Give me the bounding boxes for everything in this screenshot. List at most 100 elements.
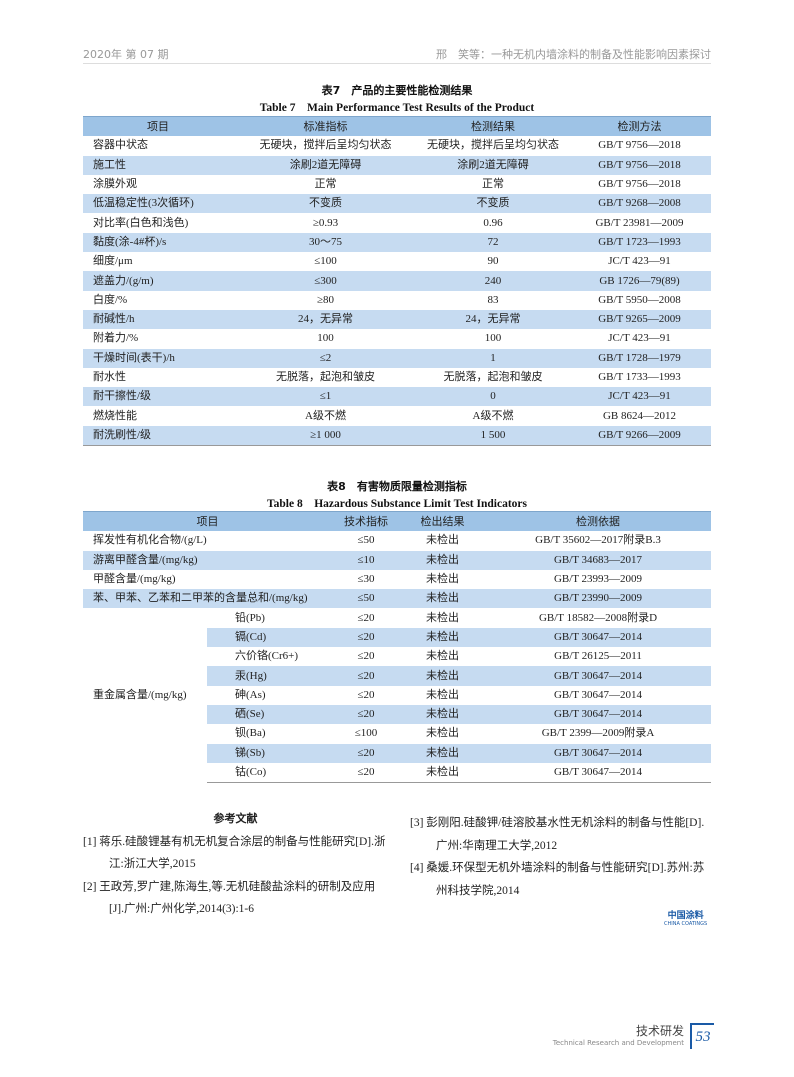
table-cell: GB/T 30647—2014	[485, 762, 711, 784]
table-cell: 游离甲醛含量/(mg/kg)	[93, 553, 198, 566]
table-cell: 钡(Ba)	[235, 727, 266, 740]
table-cell: 无脱落，起泡和皱皮	[276, 371, 375, 383]
table-cell: GB/T 30647—2014	[485, 666, 711, 686]
table-row: 钡(Ba) ≤100 未检出 GB/T 2399—2009附录A	[83, 724, 711, 743]
table-cell: GB/T 2399—2009附录A	[541, 727, 655, 740]
table-cell: 汞(Hg)	[207, 666, 332, 686]
table-row: 硒(Se) ≤20 未检出 GB/T 30647—2014	[83, 704, 711, 725]
table-cell: 苯、甲苯、乙苯和二甲苯的含量总和/(mg/kg)	[93, 592, 308, 605]
table-row: 干燥时间(表干)/h ≤2 1 GB/T 1728—1979	[83, 348, 711, 368]
running-header-issue: 2020年 第 07 期	[83, 48, 169, 61]
table-cell: A级不燃	[472, 409, 514, 422]
table-cell: 六价铬(Cr6+)	[235, 650, 299, 663]
column-header: 检测结果	[418, 116, 568, 137]
table-cell: ≤100	[314, 255, 337, 268]
page-number: 53	[690, 1023, 714, 1049]
table-cell: 未检出	[426, 553, 459, 566]
table-cell: 容器中状态	[93, 139, 148, 152]
reference-item: [2] 王政芳,罗广建,陈海生,等.无机硅酸盐涂料的研制及应用[J].广州:广州…	[83, 880, 376, 916]
table-cell: GB/T 5950—2008	[598, 293, 681, 306]
reference-item: [4] 桑媛.环保型无机外墙涂料的制备与性能研究[D].苏州:苏州科技学院,20…	[410, 862, 705, 897]
table-cell: JC/T 423—91	[608, 390, 671, 403]
heavy-metal-group-label: 重金属含量/(mg/kg)	[93, 689, 187, 702]
table-row: 钴(Co) ≤20 未检出 GB/T 30647—2014	[83, 762, 711, 784]
table-cell: ≤50	[357, 592, 375, 605]
table-cell: 未检出	[426, 534, 459, 547]
table-cell: ≤300	[314, 274, 337, 287]
table-cell: GB/T 26125—2011	[554, 650, 642, 663]
table-cell: 施工性	[93, 158, 126, 171]
table-row: 苯、甲苯、乙苯和二甲苯的含量总和/(mg/kg) ≤50 未检出 GB/T 23990…	[83, 589, 711, 609]
column-header: 检测依据	[485, 511, 711, 532]
table-cell: 涂刷2道无障碍	[289, 158, 362, 171]
column-header: 检测方法	[568, 116, 711, 137]
table-cell: GB/T 9268—2008	[598, 197, 681, 210]
table-row: 低温稳定性(3次循环) 不变质 不变质 GB/T 9268—2008	[83, 194, 711, 214]
table-row: 镉(Cd) ≤20 未检出 GB/T 30647—2014	[83, 627, 711, 648]
table-cell: 无硬块，搅拌后呈均匀状态	[259, 139, 392, 152]
table-row: 耐洗刷性/级 ≥1 000 1 500 GB/T 9266—2009	[83, 425, 711, 447]
table-cell: 耐干擦性/级	[93, 390, 152, 403]
table-cell: 挥发性有机化合物/(g/L)	[93, 534, 207, 547]
table-cell: 未检出	[426, 727, 459, 740]
table-cell: GB/T 9266—2009	[568, 425, 711, 447]
table-cell: 1 500	[418, 425, 568, 447]
table-row: 容器中状态 无硬块，搅拌后呈均匀状态 无硬块，搅拌后呈均匀状态 GB/T 9756—2…	[83, 136, 711, 155]
table-cell: 0.96	[483, 216, 503, 229]
table-cell: 耐水性	[93, 371, 126, 383]
table-cell: GB/T 1728—1979	[598, 351, 681, 364]
table-cell: GB/T 35602—2017附录B.3	[535, 534, 661, 547]
table-cell: 燃烧性能	[93, 409, 137, 422]
table-cell: 未检出	[400, 627, 485, 648]
table-cell: 不变质	[476, 197, 510, 210]
table-cell: 24，无异常	[465, 313, 521, 326]
table-cell: GB/T 1723—1993	[598, 235, 681, 248]
table-cell: ≤100	[354, 727, 378, 740]
table-cell: ≤20	[332, 666, 400, 686]
table-cell: 无硬块，搅拌后呈均匀状态	[427, 139, 559, 152]
table-cell: 附着力/%	[93, 332, 139, 345]
table-row: 砷(As) ≤20 未检出 GB/T 30647—2014	[83, 686, 711, 705]
table-cell: 细度/μm	[93, 255, 133, 268]
table-row: 锑(Sb) ≤20 未检出 GB/T 30647—2014	[83, 743, 711, 763]
table-row: 挥发性有机化合物/(g/L) ≤50 未检出 GB/T 35602—2017附录B.3	[83, 531, 711, 550]
table-cell: 涂刷2道无障碍	[457, 158, 529, 171]
table-cell: GB/T 23993—2009	[553, 573, 643, 586]
table-cell: 1	[490, 351, 496, 364]
table-cell: GB/T 30647—2014	[485, 743, 711, 763]
reference-item: [3] 彭刚阳.硅酸钾/硅溶胶基水性无机涂料的制备与性能[D].广州:华南理工大…	[410, 817, 705, 852]
table-cell: 0	[490, 390, 496, 403]
table-cell: GB/T 23981—2009	[595, 216, 684, 229]
table-cell: 硒(Se)	[207, 704, 332, 725]
table-cell: 100	[484, 332, 502, 345]
table-cell: 未检出	[426, 688, 459, 701]
column-header: 项目	[83, 511, 332, 532]
table-cell: GB 1726—79(89)	[599, 274, 680, 287]
table-row: 白度/% ≥80 83 GB/T 5950—2008	[83, 291, 711, 310]
table-cell: 未检出	[426, 650, 459, 663]
table-cell: GB/T 9756—2018	[598, 139, 681, 152]
table-cell: ≤50	[357, 534, 375, 547]
table-cell: ≤10	[357, 553, 375, 566]
table-cell: 白度/%	[93, 293, 128, 306]
table-row: 涂膜外观 正常 正常 GB/T 9756—2018	[83, 175, 711, 194]
table-row: 汞(Hg) ≤20 未检出 GB/T 30647—2014	[83, 666, 711, 686]
table-cell: GB/T 30647—2014	[485, 704, 711, 725]
table-cell: ≥0.93	[312, 216, 339, 229]
table-cell: 240	[484, 274, 502, 287]
references-left: 参考文献 [1] 蒋乐.硅酸锂基有机无机复合涂层的制备与性能研究[D].浙江:浙…	[83, 808, 388, 921]
table-cell: GB/T 30647—2014	[553, 688, 643, 701]
table-cell: GB/T 23990—2009	[553, 592, 643, 605]
table-cell: GB 8624—2012	[602, 409, 677, 422]
table-cell: 砷(As)	[235, 688, 266, 701]
footer-section-cn: 技术研发	[635, 1024, 684, 1038]
table-row: 游离甲醛含量/(mg/kg) ≤10 未检出 GB/T 34683—2017	[83, 550, 711, 570]
table-row: 燃烧性能 A级不燃 A级不燃 GB 8624—2012	[83, 406, 711, 425]
table-cell: 72	[487, 235, 499, 248]
table-cell: ≤20	[357, 688, 375, 701]
reference-item: [1] 蒋乐.硅酸锂基有机无机复合涂层的制备与性能研究[D].浙江:浙江大学,2…	[83, 835, 386, 871]
table-cell: GB/T 30647—2014	[485, 627, 711, 648]
table-row: 附着力/% 100 100 JC/T 423—91	[83, 329, 711, 348]
table-cell: 干燥时间(表干)/h	[93, 351, 175, 364]
